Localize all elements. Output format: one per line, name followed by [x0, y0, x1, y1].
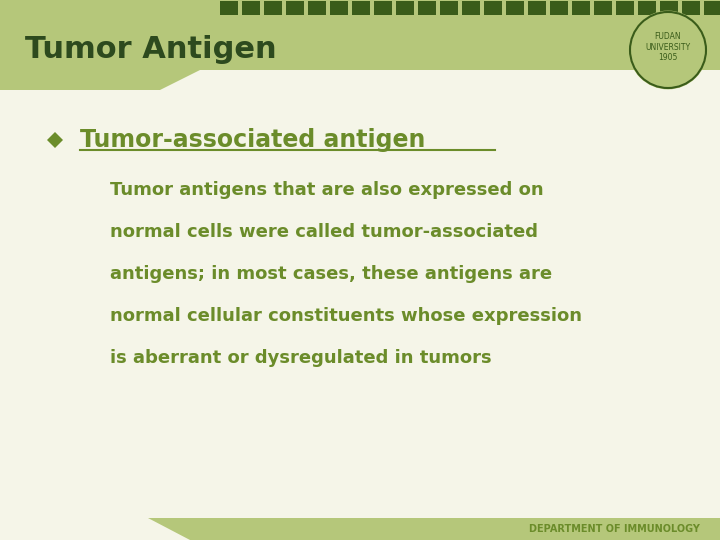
- Polygon shape: [148, 518, 720, 540]
- FancyBboxPatch shape: [330, 1, 348, 15]
- FancyBboxPatch shape: [396, 1, 414, 15]
- FancyBboxPatch shape: [550, 1, 568, 15]
- FancyBboxPatch shape: [440, 1, 458, 15]
- FancyBboxPatch shape: [352, 1, 370, 15]
- FancyBboxPatch shape: [682, 1, 700, 15]
- FancyBboxPatch shape: [704, 1, 720, 15]
- FancyBboxPatch shape: [506, 1, 524, 15]
- FancyBboxPatch shape: [594, 1, 612, 15]
- FancyBboxPatch shape: [638, 1, 656, 15]
- Circle shape: [630, 12, 706, 88]
- Text: Tumor antigens that are also expressed on: Tumor antigens that are also expressed o…: [110, 181, 544, 199]
- Polygon shape: [47, 132, 63, 148]
- Text: normal cells were called tumor-associated: normal cells were called tumor-associate…: [110, 223, 538, 241]
- Text: FUDAN
UNIVERSITY
1905: FUDAN UNIVERSITY 1905: [645, 32, 690, 62]
- FancyBboxPatch shape: [374, 1, 392, 15]
- Text: Tumor Antigen: Tumor Antigen: [25, 36, 276, 64]
- FancyBboxPatch shape: [616, 1, 634, 15]
- FancyBboxPatch shape: [308, 1, 326, 15]
- Text: Tumor-associated antigen: Tumor-associated antigen: [80, 128, 426, 152]
- FancyBboxPatch shape: [0, 0, 720, 90]
- FancyBboxPatch shape: [264, 1, 282, 15]
- Text: is aberrant or dysregulated in tumors: is aberrant or dysregulated in tumors: [110, 349, 492, 367]
- FancyBboxPatch shape: [484, 1, 502, 15]
- FancyBboxPatch shape: [528, 1, 546, 15]
- Text: antigens; in most cases, these antigens are: antigens; in most cases, these antigens …: [110, 265, 552, 283]
- FancyBboxPatch shape: [418, 1, 436, 15]
- FancyBboxPatch shape: [242, 1, 260, 15]
- Text: normal cellular constituents whose expression: normal cellular constituents whose expre…: [110, 307, 582, 325]
- Polygon shape: [0, 70, 720, 540]
- FancyBboxPatch shape: [462, 1, 480, 15]
- FancyBboxPatch shape: [660, 1, 678, 15]
- Text: DEPARTMENT OF IMMUNOLOGY: DEPARTMENT OF IMMUNOLOGY: [529, 524, 700, 534]
- FancyBboxPatch shape: [286, 1, 304, 15]
- FancyBboxPatch shape: [572, 1, 590, 15]
- FancyBboxPatch shape: [220, 1, 238, 15]
